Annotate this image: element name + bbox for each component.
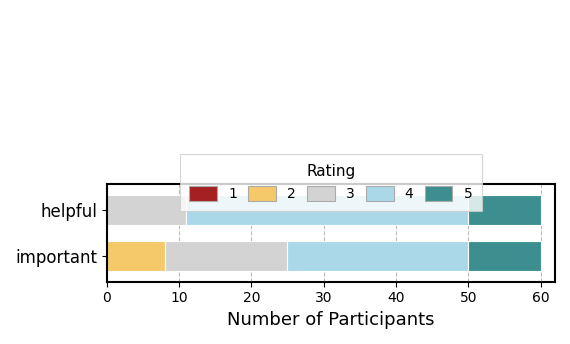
Bar bbox=[287, 241, 468, 271]
Legend: 1, 2, 3, 4, 5: 1, 2, 3, 4, 5 bbox=[180, 154, 482, 211]
Bar bbox=[107, 195, 186, 225]
Bar bbox=[468, 195, 540, 225]
X-axis label: Number of Participants: Number of Participants bbox=[227, 311, 434, 329]
Bar bbox=[165, 241, 287, 271]
Bar bbox=[468, 241, 540, 271]
Bar bbox=[186, 195, 468, 225]
Bar bbox=[107, 241, 165, 271]
